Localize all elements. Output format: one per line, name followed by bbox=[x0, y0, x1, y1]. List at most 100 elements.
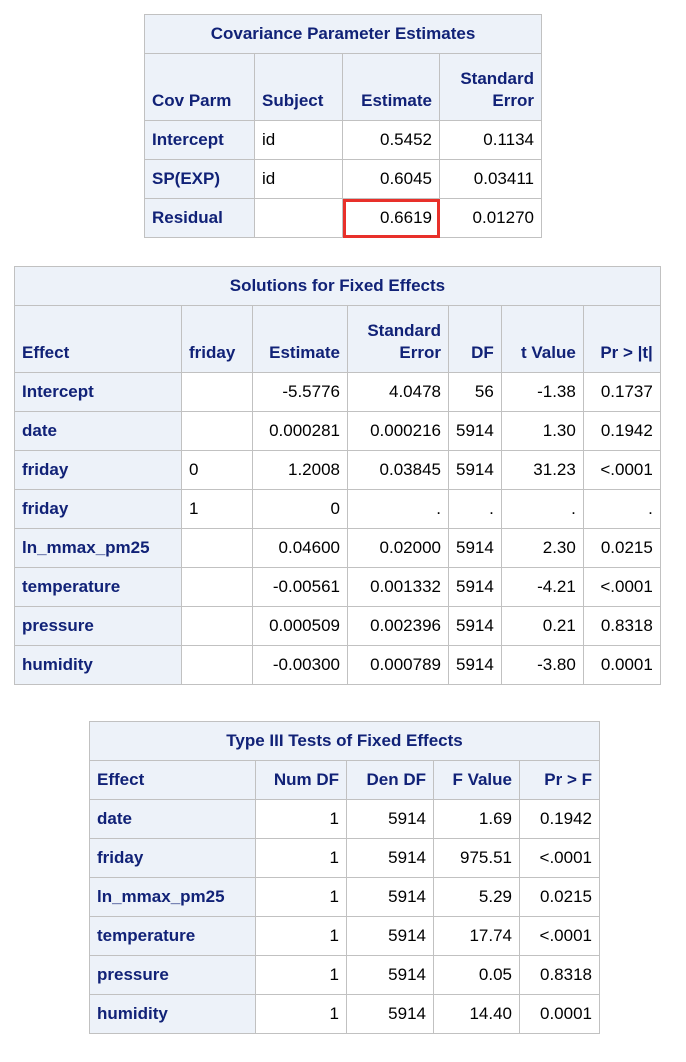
table-cell: 0.8318 bbox=[582, 606, 661, 646]
table-cell: 4.0478 bbox=[347, 372, 449, 412]
header-text: Standard Error bbox=[367, 321, 441, 362]
table-cell: . bbox=[448, 489, 502, 529]
col-header-friday: friday bbox=[181, 305, 253, 373]
table-row: temperature 1 5914 17.74 <.0001 bbox=[89, 916, 600, 956]
fixed-effects-title: Solutions for Fixed Effects bbox=[14, 266, 661, 306]
table-cell: . bbox=[347, 489, 449, 529]
table-cell: 5914 bbox=[448, 528, 502, 568]
table-cell: 0.8318 bbox=[519, 955, 600, 995]
table-cell: -3.80 bbox=[500, 645, 584, 685]
row-header: pressure bbox=[89, 955, 256, 995]
table-cell: 5914 bbox=[346, 994, 434, 1034]
table-cell: 1 bbox=[255, 916, 347, 956]
row-header: ln_mmax_pm25 bbox=[14, 528, 182, 568]
table-cell: 5914 bbox=[448, 567, 502, 607]
col-header-num-df: Num DF bbox=[255, 760, 347, 800]
table-cell: 0 bbox=[252, 489, 348, 529]
table-row: ln_mmax_pm25 1 5914 5.29 0.0215 bbox=[89, 877, 600, 917]
table-cell: id bbox=[254, 120, 343, 160]
table-cell: . bbox=[500, 489, 584, 529]
table-cell: -5.5776 bbox=[252, 372, 348, 412]
covariance-table-title: Covariance Parameter Estimates bbox=[144, 14, 542, 54]
table-cell: -0.00561 bbox=[252, 567, 348, 607]
col-header-estimate: Estimate bbox=[252, 305, 348, 373]
table-cell: 5914 bbox=[346, 916, 434, 956]
row-header: Intercept bbox=[14, 372, 182, 412]
table-cell: 1.30 bbox=[500, 411, 584, 451]
row-header: Intercept bbox=[144, 120, 255, 160]
table-cell bbox=[254, 198, 343, 238]
table-cell: 5914 bbox=[346, 955, 434, 995]
table-row: ln_mmax_pm25 0.04600 0.02000 5914 2.30 0.0215 bbox=[14, 528, 661, 568]
table-cell: <.0001 bbox=[519, 916, 600, 956]
table-cell: 1 bbox=[255, 877, 347, 917]
table-row: pressure 0.000509 0.002396 5914 0.21 0.8318 bbox=[14, 606, 661, 646]
table-row: humidity -0.00300 0.000789 5914 -3.80 0.0001 bbox=[14, 645, 661, 685]
table-cell: -4.21 bbox=[500, 567, 584, 607]
table-cell: <.0001 bbox=[582, 567, 661, 607]
table-row: humidity 1 5914 14.40 0.0001 bbox=[89, 994, 600, 1034]
row-header: SP(EXP) bbox=[144, 159, 255, 199]
table-cell bbox=[181, 606, 253, 646]
table-cell: 5914 bbox=[346, 838, 434, 878]
table-cell: 0.002396 bbox=[347, 606, 449, 646]
table-cell: 31.23 bbox=[500, 450, 584, 490]
type3-title: Type III Tests of Fixed Effects bbox=[89, 721, 600, 761]
col-header-estimate: Estimate bbox=[342, 53, 440, 121]
table-cell: 0 bbox=[181, 450, 253, 490]
table-row: pressure 1 5914 0.05 0.8318 bbox=[89, 955, 600, 995]
type3-tests-table: Type III Tests of Fixed Effects Effect N… bbox=[89, 721, 600, 1034]
table-cell: -0.00300 bbox=[252, 645, 348, 685]
table-cell: 0.0215 bbox=[519, 877, 600, 917]
col-header-cov-parm: Cov Parm bbox=[144, 53, 255, 121]
table-cell: 56 bbox=[448, 372, 502, 412]
row-header: date bbox=[14, 411, 182, 451]
table-cell: <.0001 bbox=[519, 838, 600, 878]
table-cell: . bbox=[582, 489, 661, 529]
table-cell bbox=[181, 567, 253, 607]
header-text: Standard Error bbox=[460, 69, 534, 110]
table-cell: id bbox=[254, 159, 343, 199]
table-cell bbox=[181, 645, 253, 685]
table-cell: 0.000216 bbox=[347, 411, 449, 451]
table-row: friday 1 0.... bbox=[14, 489, 661, 529]
col-header-effect: Effect bbox=[14, 305, 182, 373]
col-header-den-df: Den DF bbox=[346, 760, 434, 800]
table-cell: 5914 bbox=[448, 411, 502, 451]
col-header-standard-error: Standard Error bbox=[347, 305, 449, 373]
highlighted-cell: 0.6619 bbox=[342, 198, 440, 238]
table-row: Intercept id 0.5452 0.1134 bbox=[144, 120, 542, 160]
table-cell: 975.51 bbox=[433, 838, 520, 878]
table-cell: 0.1942 bbox=[519, 799, 600, 839]
table-cell: 17.74 bbox=[433, 916, 520, 956]
table-row: date 0.000281 0.000216 5914 1.30 0.1942 bbox=[14, 411, 661, 451]
table-row: Residual 0.6619 0.01270 bbox=[144, 198, 542, 238]
table-cell: 5914 bbox=[346, 877, 434, 917]
table-cell bbox=[181, 528, 253, 568]
table-cell: 0.03411 bbox=[439, 159, 542, 199]
col-header-df: DF bbox=[448, 305, 502, 373]
table-cell: <.0001 bbox=[582, 450, 661, 490]
table-row: friday 0 1.2008 0.03845 5914 31.23 <.0001 bbox=[14, 450, 661, 490]
table-cell: 0.0001 bbox=[519, 994, 600, 1034]
table-cell: 0.6045 bbox=[342, 159, 440, 199]
table-cell bbox=[181, 372, 253, 412]
table-cell: 5914 bbox=[346, 799, 434, 839]
table-row: temperature -0.00561 0.001332 5914 -4.21 <.00… bbox=[14, 567, 661, 607]
col-header-p-value: Pr > |t| bbox=[582, 305, 661, 373]
table-cell: 1.2008 bbox=[252, 450, 348, 490]
col-header-t-value: t Value bbox=[500, 305, 584, 373]
row-header: humidity bbox=[89, 994, 256, 1034]
table-cell: 5914 bbox=[448, 606, 502, 646]
table-cell: 0.03845 bbox=[347, 450, 449, 490]
col-header-f-value: F Value bbox=[433, 760, 520, 800]
row-header: ln_mmax_pm25 bbox=[89, 877, 256, 917]
col-header-subject: Subject bbox=[254, 53, 343, 121]
table-cell: 0.5452 bbox=[342, 120, 440, 160]
table-cell: 0.001332 bbox=[347, 567, 449, 607]
table-cell: 1 bbox=[255, 838, 347, 878]
table-cell: 0.02000 bbox=[347, 528, 449, 568]
col-header-effect: Effect bbox=[89, 760, 256, 800]
table-cell: 0.000509 bbox=[252, 606, 348, 646]
row-header: temperature bbox=[89, 916, 256, 956]
